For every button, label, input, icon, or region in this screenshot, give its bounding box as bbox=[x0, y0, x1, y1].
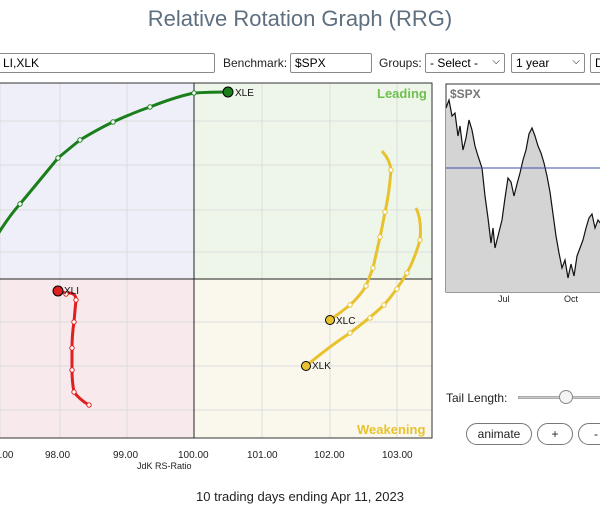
groups-label: Groups: bbox=[379, 56, 422, 70]
chevron-down-icon: ⌵ bbox=[572, 56, 580, 67]
xlk-point bbox=[347, 330, 353, 336]
plus-button[interactable]: + bbox=[537, 423, 573, 445]
xlc-point bbox=[382, 209, 388, 215]
xlc-point bbox=[377, 234, 383, 240]
xle-tail bbox=[0, 90, 229, 234]
spx-x-label: Jul bbox=[498, 294, 510, 304]
xlk-label: XLK bbox=[312, 361, 331, 372]
x-tick-label: 103.00 bbox=[382, 450, 413, 461]
xlc-head[interactable] bbox=[325, 315, 335, 325]
spx-line bbox=[445, 97, 600, 279]
xle-point bbox=[77, 137, 83, 143]
period-select[interactable]: 1 year ⌵ bbox=[511, 53, 585, 73]
xli-point bbox=[69, 345, 75, 351]
xle-tail-points bbox=[17, 90, 197, 207]
xlc-point bbox=[370, 265, 376, 271]
xli-point bbox=[71, 319, 77, 325]
xlk-point bbox=[417, 237, 423, 243]
xli-point bbox=[71, 389, 77, 395]
spx-area bbox=[446, 100, 600, 292]
x-tick-label: 8.00 bbox=[0, 450, 14, 461]
x-tick-label: 100.00 bbox=[178, 450, 209, 461]
xle-point bbox=[191, 90, 197, 96]
extra-select-value: D bbox=[595, 56, 600, 70]
groups-select[interactable]: - Select - ⌵ bbox=[425, 53, 505, 73]
xlk-point bbox=[394, 286, 400, 292]
x-axis-label: JdK RS-Ratio bbox=[137, 461, 192, 471]
xlk-point bbox=[404, 270, 410, 276]
xlc-point bbox=[347, 302, 353, 308]
tail-length-label: Tail Length: bbox=[446, 391, 508, 405]
date-range-caption: 10 trading days ending Apr 11, 2023 bbox=[196, 489, 404, 504]
weakening-label: Weakening bbox=[357, 422, 425, 437]
xle-point bbox=[17, 201, 23, 207]
xle-point bbox=[55, 155, 61, 161]
lagging-quadrant bbox=[0, 279, 194, 438]
symbols-input[interactable]: LI,XLK bbox=[0, 53, 215, 73]
xlc-point bbox=[363, 283, 369, 289]
leading-label: Leading bbox=[377, 86, 427, 101]
extra-select[interactable]: D bbox=[590, 53, 600, 73]
spx-symbol-label: $SPX bbox=[450, 87, 481, 101]
xli-point bbox=[63, 291, 69, 297]
x-axis-ticks: 8.00 98.00 99.00 100.00 101.00 102.00 10… bbox=[0, 450, 413, 461]
x-tick-label: 102.00 bbox=[314, 450, 345, 461]
leading-quadrant bbox=[194, 83, 432, 279]
xle-point bbox=[110, 119, 116, 125]
x-tick-label: 101.00 bbox=[247, 450, 278, 461]
xlc-tail-points bbox=[347, 167, 394, 308]
x-tick-label: 99.00 bbox=[113, 450, 138, 461]
rrg-chart: XLE XLI XLC XLK Leading Weakening bbox=[0, 82, 433, 471]
spx-mini-chart[interactable]: $SPX Jul Oct bbox=[440, 78, 600, 308]
grid-lines bbox=[0, 83, 432, 438]
xle-head[interactable] bbox=[222, 86, 234, 98]
benchmark-label: Benchmark: bbox=[223, 56, 288, 70]
xli-head[interactable] bbox=[52, 285, 64, 297]
xle-label: XLE bbox=[235, 88, 254, 99]
x-tick-label: 98.00 bbox=[45, 450, 70, 461]
xli-point bbox=[69, 367, 75, 373]
minus-button[interactable]: - bbox=[578, 423, 600, 445]
xlk-tail-points bbox=[347, 237, 423, 336]
xlk-head[interactable] bbox=[301, 361, 311, 371]
spx-x-label: Oct bbox=[564, 294, 579, 304]
xlc-label: XLC bbox=[336, 316, 355, 327]
xli-tail-points bbox=[63, 291, 92, 408]
chart-frame bbox=[0, 82, 433, 439]
xlk-point bbox=[381, 302, 387, 308]
xlc-point bbox=[388, 167, 394, 173]
xli-label: XLI bbox=[64, 286, 79, 297]
period-select-value: 1 year bbox=[516, 56, 550, 70]
chevron-down-icon: ⌵ bbox=[492, 56, 500, 67]
xlk-point bbox=[367, 315, 373, 321]
xle-point bbox=[147, 104, 153, 110]
animate-button[interactable]: animate bbox=[466, 423, 532, 445]
xli-point bbox=[86, 402, 92, 408]
benchmark-input[interactable]: $SPX bbox=[290, 53, 372, 73]
improving-quadrant bbox=[0, 83, 194, 279]
slider-handle[interactable] bbox=[559, 390, 573, 404]
xli-point bbox=[73, 297, 79, 303]
groups-select-value: - Select - bbox=[430, 56, 479, 70]
page-title: Relative Rotation Graph (RRG) bbox=[147, 6, 453, 31]
tail-length-slider[interactable] bbox=[518, 390, 600, 404]
